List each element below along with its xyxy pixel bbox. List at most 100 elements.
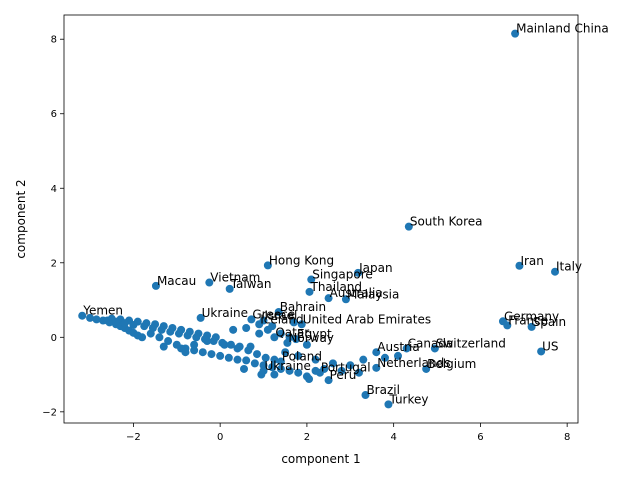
x-axis-label: component 1 xyxy=(281,452,360,466)
data-point xyxy=(164,337,173,346)
data-point xyxy=(253,350,262,359)
data-point xyxy=(285,366,294,375)
y-tick-label: −2 xyxy=(42,407,57,418)
y-axis-ticks: −2 0 2 4 6 8 xyxy=(42,35,64,418)
point-label: Spain xyxy=(533,315,567,329)
data-point xyxy=(233,355,242,364)
data-point xyxy=(515,261,524,270)
data-point xyxy=(305,375,314,384)
point-label: Switzerland xyxy=(436,336,506,350)
data-point xyxy=(270,333,279,342)
data-point xyxy=(430,344,439,353)
data-point xyxy=(240,364,249,373)
data-point xyxy=(103,316,112,325)
point-label: Japan xyxy=(358,261,392,275)
point-label: Malaysia xyxy=(347,287,399,301)
data-point xyxy=(527,322,536,331)
point-label: Ukraine xyxy=(265,359,311,373)
data-point xyxy=(393,351,402,360)
point-label: Iceland xyxy=(260,312,303,326)
data-point xyxy=(294,351,303,360)
data-point xyxy=(292,335,301,344)
data-point xyxy=(129,321,138,330)
data-point xyxy=(281,348,290,357)
data-point xyxy=(112,317,121,326)
data-point xyxy=(302,340,311,349)
data-point xyxy=(209,337,218,346)
point-label: Italy xyxy=(556,260,582,274)
point-label: Hong Kong xyxy=(269,253,334,267)
point-label: South Korea xyxy=(410,215,483,229)
data-point xyxy=(159,342,168,351)
data-point xyxy=(551,267,560,276)
data-point xyxy=(198,348,207,357)
data-point xyxy=(261,353,270,362)
point-label: Vietnam xyxy=(210,271,260,285)
data-point xyxy=(192,333,201,342)
data-point xyxy=(181,348,190,357)
data-point xyxy=(86,313,95,322)
point-label: Israel xyxy=(265,309,298,323)
data-point xyxy=(255,329,264,338)
point-label: Peru xyxy=(330,368,357,382)
data-point xyxy=(250,359,259,368)
data-point xyxy=(226,340,235,349)
data-point xyxy=(511,29,520,38)
point-label: Austria xyxy=(377,340,419,354)
data-point xyxy=(196,313,205,322)
data-point xyxy=(361,391,370,400)
data-point xyxy=(263,261,272,270)
point-label: Canada xyxy=(408,336,454,350)
data-point xyxy=(359,355,368,364)
data-point xyxy=(242,323,251,332)
x-tick-label: 2 xyxy=(304,432,310,443)
point-label: Iran xyxy=(520,254,543,268)
point-label: Netherlands xyxy=(377,356,450,370)
point-label: Norway xyxy=(288,331,334,345)
data-point xyxy=(92,315,101,324)
data-point xyxy=(384,400,393,409)
data-point xyxy=(200,335,209,344)
data-point xyxy=(404,222,413,231)
x-tick-label: 4 xyxy=(390,432,396,443)
point-label: Turkey xyxy=(388,392,428,406)
data-point xyxy=(205,278,214,287)
data-point xyxy=(283,338,292,347)
x-tick-label: 8 xyxy=(564,432,570,443)
point-label: Macau xyxy=(157,274,196,288)
data-point xyxy=(372,348,381,357)
data-point xyxy=(324,294,333,303)
data-point xyxy=(274,307,283,316)
data-point xyxy=(311,355,320,364)
points-layer xyxy=(78,29,560,409)
point-label: Portugal xyxy=(321,361,371,375)
x-axis-ticks: −2 0 2 4 6 8 xyxy=(126,423,570,443)
data-point xyxy=(276,364,285,373)
point-label: United Arab Emirates xyxy=(303,312,431,326)
point-label: US xyxy=(542,339,558,353)
y-tick-label: 2 xyxy=(51,258,57,269)
data-point xyxy=(324,376,333,385)
point-label: France xyxy=(508,313,548,327)
data-point xyxy=(346,361,355,370)
data-point xyxy=(207,350,216,359)
data-point xyxy=(503,321,512,330)
data-point xyxy=(276,329,285,338)
point-label: Bahrain xyxy=(280,300,326,314)
data-point xyxy=(305,287,314,296)
point-label: Yemen xyxy=(82,304,123,318)
data-point xyxy=(78,311,87,320)
data-point xyxy=(244,346,253,355)
data-point xyxy=(259,361,268,370)
y-tick-label: 0 xyxy=(51,333,57,344)
data-point xyxy=(225,284,234,293)
data-point xyxy=(294,368,303,377)
data-point xyxy=(380,353,389,362)
plot-frame xyxy=(63,14,579,424)
data-point xyxy=(289,318,298,327)
data-point xyxy=(242,356,251,365)
point-label: Poland xyxy=(282,350,322,364)
data-point xyxy=(155,333,164,342)
point-label: Greece xyxy=(252,307,295,321)
